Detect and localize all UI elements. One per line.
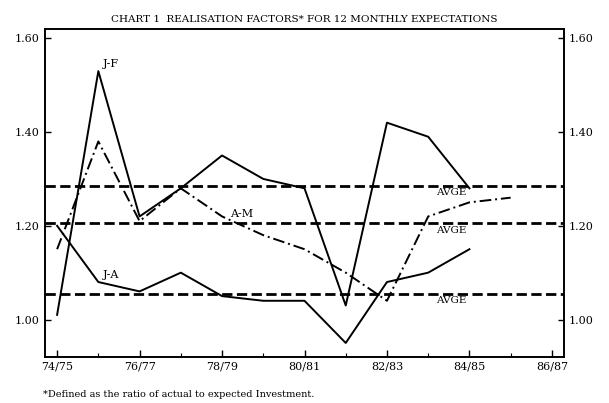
Title: CHART 1  REALISATION FACTORS* FOR 12 MONTHLY EXPECTATIONS: CHART 1 REALISATION FACTORS* FOR 12 MONT…	[111, 15, 498, 24]
Text: *Defined as the ratio of actual to expected Investment.: *Defined as the ratio of actual to expec…	[43, 390, 314, 399]
Text: A-M: A-M	[230, 209, 253, 219]
Text: AVGE: AVGE	[437, 226, 467, 235]
Text: J-F: J-F	[102, 59, 119, 69]
Text: AVGE: AVGE	[437, 188, 467, 197]
Text: J-A: J-A	[102, 270, 119, 280]
Text: AVGE: AVGE	[437, 296, 467, 305]
